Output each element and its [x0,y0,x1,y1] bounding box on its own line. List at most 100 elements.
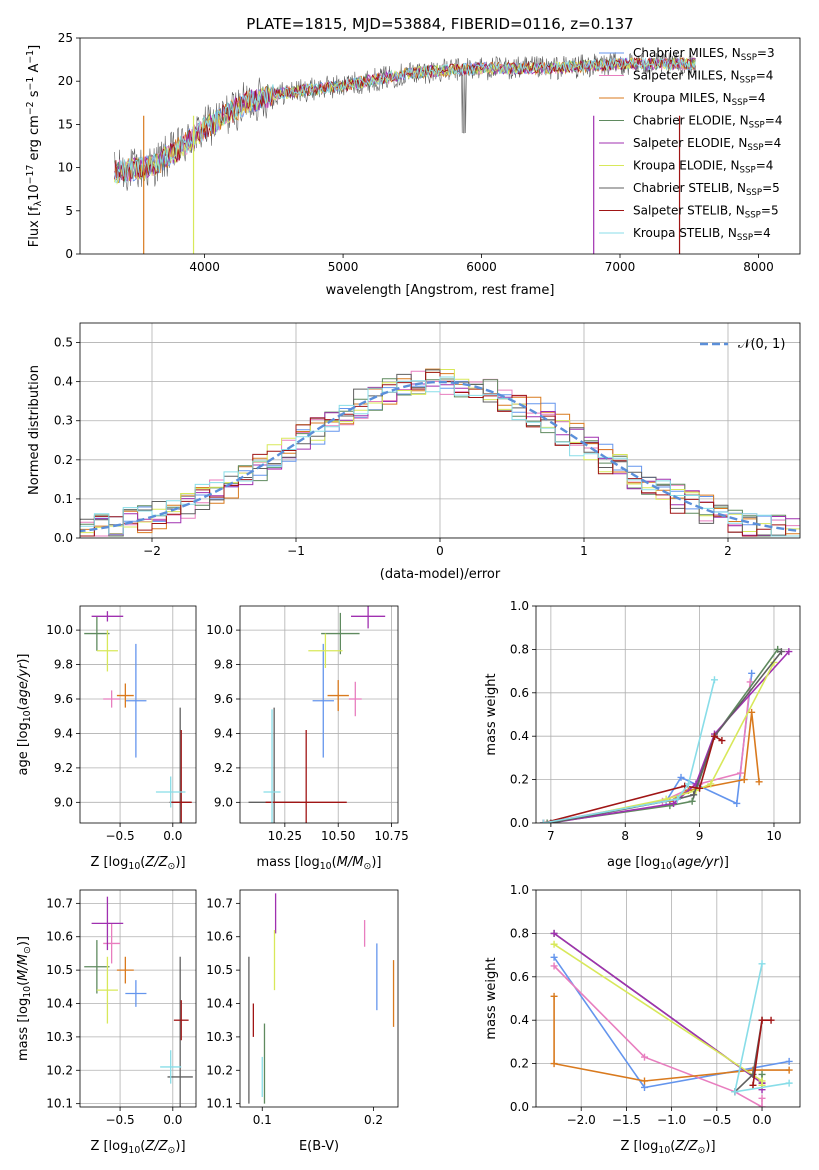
label-part: age [log [16,722,31,775]
x-tick-label: −0.5 [702,1113,731,1127]
y-tick-label: 1.0 [510,883,529,897]
label-part: )] [175,1139,185,1154]
legend-label: Kroupa MILES, NSSP=4 [633,91,766,108]
label-part: Z [log [90,855,128,870]
x-tick-label: 4000 [189,260,220,274]
panel-age_vs_Z: −0.5 0.09.09.29.49.69.810.0Z [log10(Z/Z⊙)… [16,605,197,872]
y-tick-label: 9.6 [54,692,73,706]
label-part: SSP [737,233,753,243]
weight-marker [785,648,793,656]
label-part: 10 [22,710,33,722]
label-part: Salpeter ELODIE, N [633,136,747,150]
weight-marker [749,1070,757,1078]
plot-area [240,606,398,823]
weight-marker [755,778,763,786]
x-axis-label: E(B-V) [299,1139,339,1154]
x-tick-label: −1.5 [612,1113,641,1127]
y-tick-label: 10.3 [206,1030,233,1044]
y-tick-label: 10.7 [46,896,73,910]
weight-marker [718,737,726,745]
y-tick-label: 0.4 [510,1013,529,1027]
label-part: )] [16,936,31,946]
legend-label: Kroupa STELIB, NSSP=4 [633,226,771,243]
x-tick-label: 10 [766,829,781,843]
weight-marker [748,669,756,677]
x-axis-label: Z [log10(Z/Z⊙)] [620,1139,715,1156]
weight-marker [777,648,785,656]
y-tick-label: 0.0 [510,1100,529,1114]
label-part: =4 [756,159,774,173]
label-part: E(B-V) [299,1139,339,1154]
x-axis-label: Z [log10(Z/Z⊙)] [90,1139,185,1156]
panel-mass_vs_Z: −0.5 0.0 10.1 10.2 10.3 10.4 10.5 10.6 10.7 Z [lo… [16,889,197,1156]
y-tick-label: 9.4 [54,726,73,740]
spectrum-series [114,57,696,184]
weight-marker [550,940,558,948]
y-tick-label: 0.3 [54,414,73,428]
weight-marker [684,780,692,788]
plot-area [536,890,800,1107]
label-part: )] [371,855,381,870]
y-tick-label: 5 [65,204,73,218]
y-tick-label: 0.6 [510,686,529,700]
label-part: ( [140,855,145,870]
y-tick-label: 10.2 [206,1063,233,1077]
label-part: )] [175,855,185,870]
legend-label: Kroupa ELODIE, NSSP=4 [633,159,773,176]
x-tick-label: 0.1 [253,1113,272,1127]
weight-marker [688,797,696,805]
legend-label: Salpeter MILES, NSSP=4 [633,69,773,86]
x-tick-label: −1.0 [657,1113,686,1127]
x-tick-label: 0.0 [163,829,182,843]
label-part: ( [16,981,31,986]
weight-marker [758,1103,766,1107]
label-part: age/yr [677,855,720,870]
x-tick-label: −2.0 [567,1113,596,1127]
y-tick-label: 10.0 [206,623,233,637]
plot-area [536,606,800,823]
weight-marker [670,799,678,807]
label-part: Z/Z [144,1139,168,1154]
label-part: age/yr [16,662,31,705]
label-part: =5 [762,181,780,195]
y-tick-label: 10.5 [206,963,233,977]
y-tick-label: 0.5 [54,336,73,350]
label-part: ⊙ [168,1145,176,1156]
y-tick-label: 25 [58,31,73,45]
x-tick-label: −0.5 [106,1113,135,1127]
weight-marker [767,1016,775,1024]
y-axis-label: mass weight [484,673,499,755]
x-tick-label: 10.75 [374,829,408,843]
label-part: λ [33,200,44,206]
label-part: Chabrier STELIB, N [633,181,746,195]
x-tick-label: 0 [436,544,444,558]
weight-series [543,673,753,823]
label-part: mass [log [257,855,320,870]
x-tick-label: 8 [621,829,629,843]
weight-marker [677,773,685,781]
x-tick-label: 7000 [605,260,636,274]
label-part: Kroupa ELODIE, N [633,159,740,173]
weight-marker [774,645,782,653]
x-tick-label: 8000 [743,260,774,274]
y-tick-label: 10.1 [46,1097,73,1111]
y-tick-label: 10 [58,161,73,175]
label-part: Salpeter MILES, N [633,69,740,83]
label-part: )] [16,653,31,663]
weight-marker [710,732,718,740]
weight-marker [550,962,558,970]
label-part: ⊙ [698,1145,706,1156]
label-part: Flux [f [27,206,42,247]
x-tick-label: 0.2 [364,1113,383,1127]
x-tick-label: 0.0 [752,1113,771,1127]
label-part: ( [672,855,677,870]
y-tick-label: 0.8 [510,642,529,656]
label-part: 10 [128,1145,140,1156]
y-tick-label: 10.6 [206,930,233,944]
label-part: M/M [16,954,31,981]
weight-marker [785,1079,793,1087]
label-part: ( [16,705,31,710]
weight-marker [785,1066,793,1074]
legend-label: Salpeter STELIB, NSSP=5 [633,204,779,221]
